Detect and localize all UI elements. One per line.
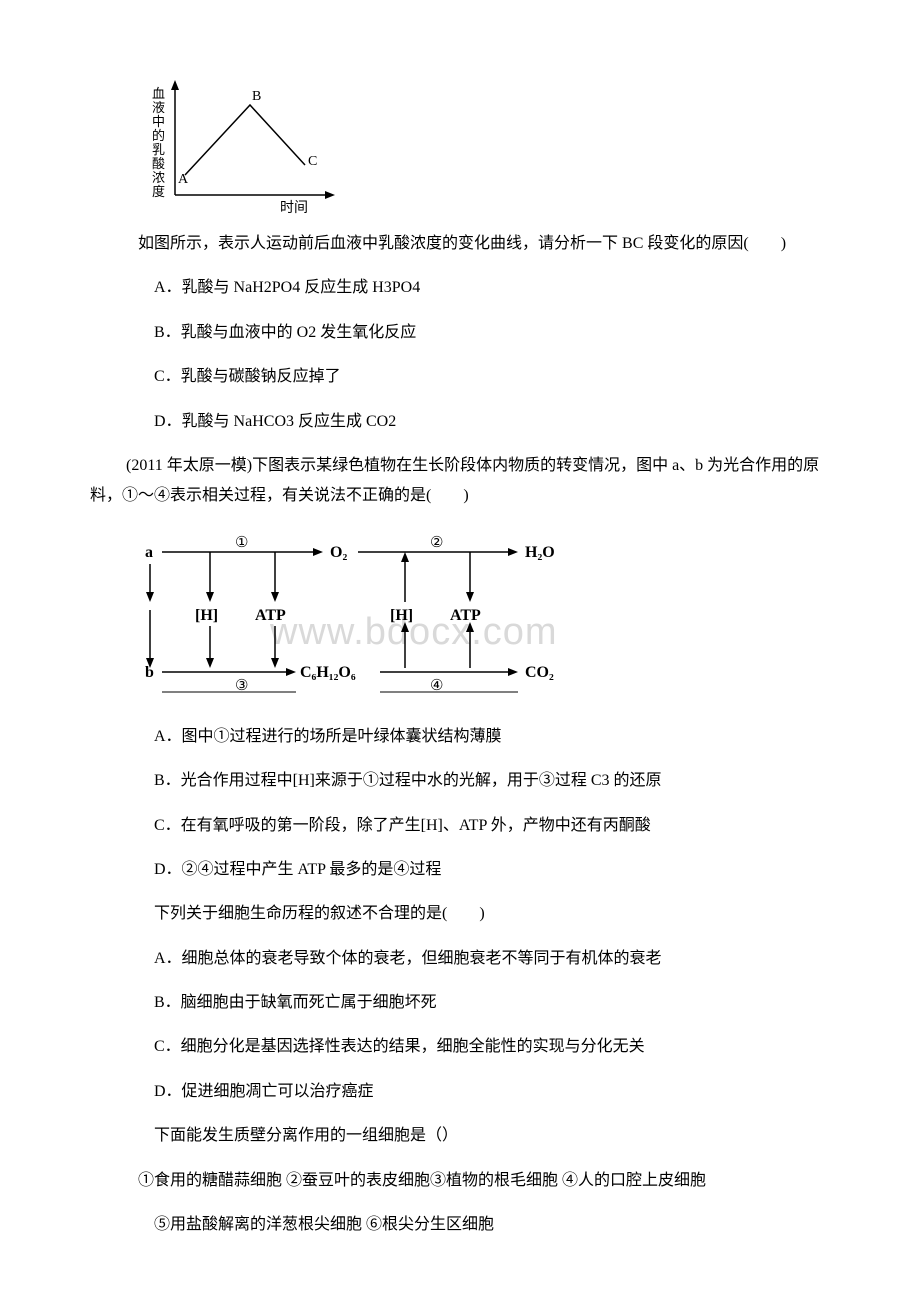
svg-text:H₂O: H₂O: [525, 544, 555, 561]
svg-text:CO₂: CO₂: [525, 664, 554, 681]
svg-text:C: C: [308, 154, 317, 169]
q4-line2-text: ①食用的糖醋蒜细胞 ②蚕豆叶的表皮细胞③植物的根毛细胞 ④人的口腔上皮细胞: [138, 1172, 706, 1189]
q2-optC: C．在有氧呼吸的第一阶段，除了产生[H]、ATP 外，产物中还有丙酮酸: [122, 811, 830, 841]
svg-text:酸: 酸: [152, 156, 165, 171]
svg-text:中: 中: [152, 114, 165, 129]
q4-stem: 下面能发生质壁分离作用的一组细胞是（）: [122, 1121, 830, 1151]
xaxis-label: 时间: [280, 200, 308, 215]
q1-optA: A．乳酸与 NaH2PO4 反应生成 H3PO4: [122, 273, 830, 303]
q1-optC: C．乳酸与碳酸钠反应掉了: [122, 362, 830, 392]
svg-text:ATP: ATP: [450, 607, 481, 624]
svg-text:浓: 浓: [152, 170, 165, 185]
photosynthesis-diagram: www.bdocx.com a ① O₂ ② H₂O [H] ATP [H] A…: [140, 532, 830, 702]
q4-line2: ①食用的糖醋蒜细胞 ②蚕豆叶的表皮细胞③植物的根毛细胞 ④人的口腔上皮细胞: [90, 1166, 830, 1196]
q3-optD: D．促进细胞凋亡可以治疗癌症: [122, 1077, 830, 1107]
q3-optA: A．细胞总体的衰老导致个体的衰老，但细胞衰老不等同于有机体的衰老: [122, 944, 830, 974]
q1-optD: D．乳酸与 NaHCO3 反应生成 CO2: [122, 407, 830, 437]
svg-text:液: 液: [152, 100, 165, 115]
q3-stem: 下列关于细胞生命历程的叙述不合理的是( ): [122, 899, 830, 929]
q4-line3: ⑤用盐酸解离的洋葱根尖细胞 ⑥根尖分生区细胞: [122, 1210, 830, 1240]
q3-optB: B．脑细胞由于缺氧而死亡属于细胞坏死: [122, 988, 830, 1018]
svg-text:①: ①: [235, 535, 248, 551]
svg-text:的: 的: [152, 128, 165, 143]
svg-text:A: A: [178, 172, 189, 187]
q1-stem: 如图所示，表示人运动前后血液中乳酸浓度的变化曲线，请分析一下 BC 段变化的原因…: [90, 229, 830, 259]
svg-text:②: ②: [430, 535, 443, 551]
q2-optA: A．图中①过程进行的场所是叶绿体囊状结构薄膜: [122, 722, 830, 752]
svg-text:B: B: [252, 89, 261, 104]
svg-text:C₆H₁₂O₆: C₆H₁₂O₆: [300, 664, 356, 681]
svg-text:O₂: O₂: [330, 544, 347, 561]
q2-optD: D．②④过程中产生 ATP 最多的是④过程: [122, 855, 830, 885]
svg-text:[H]: [H]: [195, 607, 218, 624]
q2-stem-text: (2011 年太原一模)下图表示某绿色植物在生长阶段体内物质的转变情况，图中 a…: [90, 457, 819, 504]
q1-optB: B．乳酸与血液中的 O2 发生氧化反应: [122, 318, 830, 348]
svg-text:ATP: ATP: [255, 607, 286, 624]
q2-stem: (2011 年太原一模)下图表示某绿色植物在生长阶段体内物质的转变情况，图中 a…: [90, 451, 830, 512]
svg-text:乳: 乳: [152, 142, 165, 157]
svg-text:b: b: [145, 664, 154, 681]
svg-text:血: 血: [152, 86, 165, 101]
q1-stem-text: 如图所示，表示人运动前后血液中乳酸浓度的变化曲线，请分析一下 BC 段变化的原因…: [138, 235, 786, 252]
svg-text:度: 度: [152, 184, 165, 199]
svg-text:[H]: [H]: [390, 607, 413, 624]
svg-text:a: a: [145, 544, 153, 561]
lactic-acid-chart: 血 液 中 的 乳 酸 浓 度 时间 A B C: [140, 80, 830, 215]
q3-optC: C．细胞分化是基因选择性表达的结果，细胞全能性的实现与分化无关: [122, 1032, 830, 1062]
q2-optB: B．光合作用过程中[H]来源于①过程中水的光解，用于③过程 C3 的还原: [122, 766, 830, 796]
